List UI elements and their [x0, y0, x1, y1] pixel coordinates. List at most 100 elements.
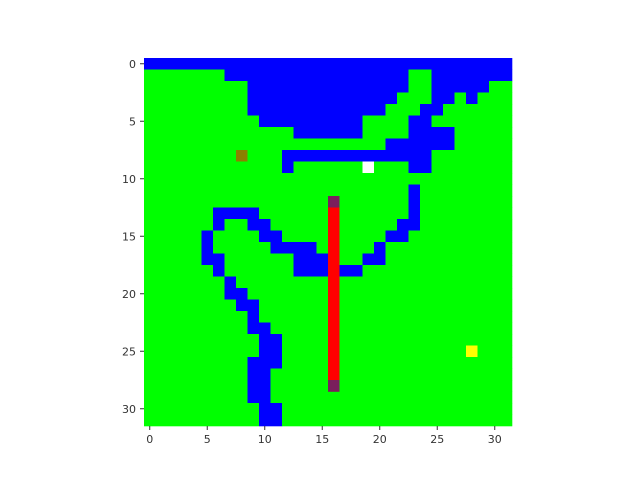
grass-cell	[144, 414, 260, 427]
grass-cell	[489, 81, 513, 93]
grass-cell	[224, 219, 248, 231]
grass-cell	[385, 104, 421, 116]
grass-cell	[224, 253, 294, 266]
water-cell	[259, 115, 363, 128]
grass-cell	[144, 311, 248, 323]
water-cell	[408, 207, 421, 220]
water-cell	[270, 242, 317, 254]
water-cell	[201, 242, 214, 254]
grass-cell	[144, 230, 202, 243]
grass-cell	[144, 368, 248, 381]
grass-cell	[144, 345, 260, 358]
grass-cell	[282, 345, 513, 358]
grass-cell	[408, 81, 432, 93]
grass-cell	[144, 184, 409, 197]
bar-cell	[328, 299, 340, 312]
water-cell	[247, 357, 283, 369]
grass-cell	[385, 242, 513, 254]
grass-cell	[144, 253, 202, 266]
water-cell	[282, 150, 432, 162]
grass-cell	[144, 299, 237, 312]
grass-cell	[144, 322, 248, 335]
grass-cell	[420, 184, 513, 197]
grass-cell	[397, 92, 432, 105]
water-cell	[397, 219, 421, 231]
y-tick-label: 10	[122, 173, 136, 186]
bar-cell	[328, 334, 340, 346]
grass-cell	[144, 380, 248, 392]
water-cell	[259, 403, 283, 415]
bar-cell	[328, 322, 340, 335]
bar-end-cell	[328, 196, 340, 208]
grass-cell	[144, 161, 283, 174]
water-cell	[224, 276, 237, 289]
bar-cell	[328, 288, 340, 300]
x-tick-label: 10	[258, 433, 272, 446]
x-tick-label: 0	[146, 433, 153, 446]
x-tick-label: 5	[204, 433, 211, 446]
water-cell	[259, 230, 283, 243]
grass-cell	[144, 403, 260, 415]
y-tick-label: 15	[122, 230, 136, 243]
grass-cell	[270, 368, 513, 381]
water-cell	[213, 207, 260, 220]
water-cell	[259, 345, 283, 358]
water-cell	[431, 92, 455, 105]
grass-cell	[339, 253, 363, 266]
water-cell	[408, 184, 421, 197]
grass-cell	[144, 127, 294, 139]
y-tick-label: 25	[122, 345, 136, 358]
y-tick-label: 5	[129, 115, 136, 128]
grass-cell	[224, 265, 294, 277]
grass-cell	[420, 207, 513, 220]
water-cell	[408, 196, 421, 208]
water-cell	[247, 322, 271, 335]
grass-cell	[144, 173, 513, 185]
water-cell	[201, 253, 225, 266]
grass-cell	[282, 403, 513, 415]
water-cell	[420, 104, 444, 116]
grass-cell	[144, 150, 283, 162]
water-cell	[224, 69, 409, 82]
water-cell	[213, 265, 225, 277]
water-cell	[247, 391, 271, 404]
grass-cell	[477, 92, 513, 105]
bar-cell	[328, 345, 340, 358]
grass-cell	[247, 288, 513, 300]
grass-cell	[316, 242, 375, 254]
grass-cell	[454, 127, 513, 139]
objects-layer	[236, 150, 478, 357]
bar-cell	[328, 242, 340, 254]
grass-cell	[144, 288, 225, 300]
grass-cell	[144, 104, 248, 116]
grass-cell	[144, 196, 409, 208]
grass-cell	[144, 81, 248, 93]
x-tick-label: 15	[315, 433, 329, 446]
grass-cell	[362, 115, 409, 128]
grass-cell	[270, 391, 513, 404]
bar-cell	[328, 276, 340, 289]
bar-cell	[328, 219, 340, 231]
y-tick-label: 30	[122, 403, 136, 416]
grass-cell	[144, 69, 225, 82]
water-cell	[362, 253, 386, 266]
grass-cell	[144, 115, 260, 128]
grass-cell	[144, 265, 214, 277]
water-cell	[259, 334, 283, 346]
bar-cell	[328, 357, 340, 369]
water-cell	[385, 138, 455, 151]
water-cell	[224, 288, 248, 300]
yellow-tile	[466, 345, 478, 357]
water-cell	[144, 58, 513, 70]
grass-cell	[213, 230, 260, 243]
grass-cell	[213, 242, 271, 254]
grass-cell	[431, 115, 513, 128]
water-cell	[466, 92, 478, 105]
bar-cell	[328, 207, 340, 220]
x-tick-label: 30	[488, 433, 502, 446]
water-cell	[247, 380, 271, 392]
water-cell	[374, 242, 386, 254]
grass-cell	[144, 219, 214, 231]
grass-cell	[270, 322, 513, 335]
